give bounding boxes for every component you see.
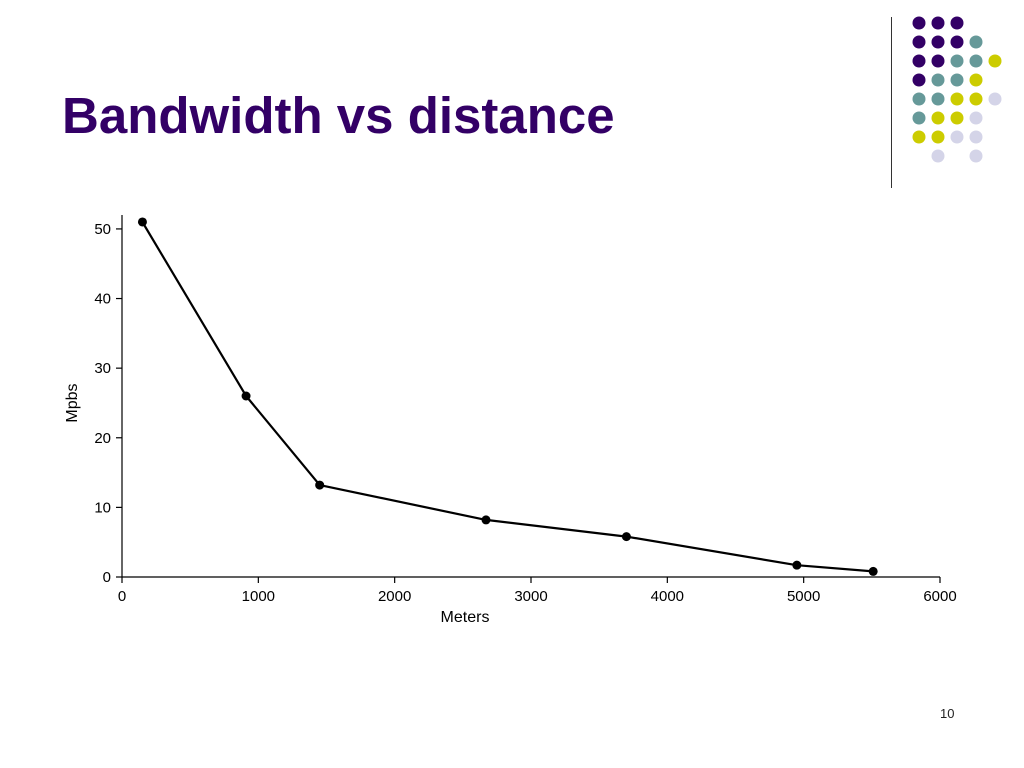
- data-point: [868, 566, 878, 576]
- x-tick-label: 4000: [651, 588, 684, 605]
- x-tick-label: 1000: [242, 588, 275, 605]
- chart-ticks: 0 1000 2000 3000 4000 5000 6000 0 10 20 30 40 50: [94, 221, 956, 605]
- data-point: [137, 217, 147, 227]
- x-tick-label: 6000: [923, 588, 956, 605]
- slide-title: Bandwidth vs distance: [62, 87, 615, 144]
- data-point: [792, 560, 802, 570]
- y-tick-label: 30: [94, 360, 111, 377]
- bandwidth-distance-chart: 0 1000 2000 3000 4000 5000 6000 0 10 20 30 40 50 Met…: [64, 215, 957, 626]
- x-tick-label: 5000: [787, 588, 820, 605]
- y-axis-label: Mpbs: [64, 383, 81, 422]
- slide-number: 10: [940, 706, 955, 721]
- data-point: [315, 480, 325, 490]
- data-point: [481, 515, 491, 525]
- y-tick-label: 50: [94, 221, 111, 238]
- x-tick-label: 0: [118, 588, 126, 605]
- y-tick-label: 0: [103, 569, 111, 586]
- chart-series: [137, 217, 878, 576]
- y-tick-label: 40: [94, 291, 111, 308]
- x-tick-label: 3000: [514, 588, 547, 605]
- series-line: [141, 221, 874, 573]
- y-tick-label: 20: [94, 430, 111, 447]
- y-tick-label: 10: [94, 499, 111, 516]
- data-point: [241, 391, 251, 401]
- x-axis-label: Meters: [441, 609, 490, 626]
- data-point: [621, 532, 631, 542]
- vertical-divider: [891, 17, 892, 188]
- x-tick-label: 2000: [378, 588, 411, 605]
